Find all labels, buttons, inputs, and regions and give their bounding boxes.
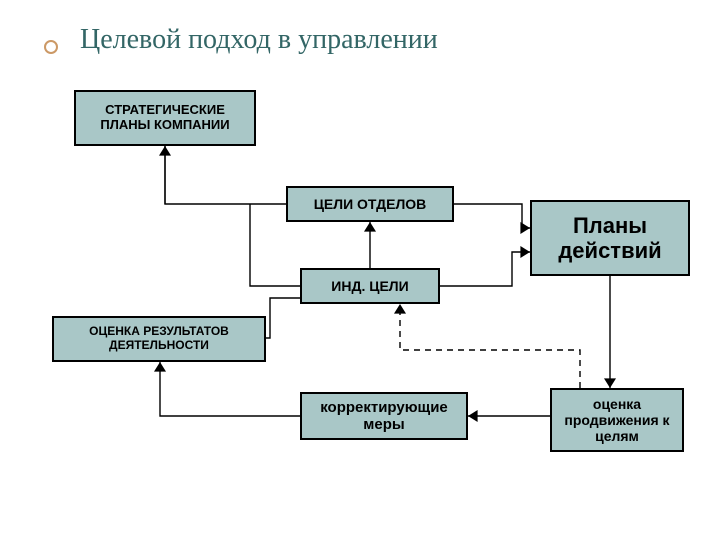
- node-action-plans: Планы действий: [530, 200, 690, 276]
- node-progress-assessment: оценка продвижения к целям: [550, 388, 684, 452]
- title-bullet-icon: [44, 40, 58, 54]
- node-label: ОЦЕНКА РЕЗУЛЬТАТОВ ДЕЯТЕЛЬНОСТИ: [58, 325, 260, 353]
- node-label: корректирующие меры: [306, 399, 462, 434]
- slide-title: Целевой подход в управлении: [80, 24, 438, 56]
- node-label: СТРАТЕГИЧЕСКИЕ ПЛАНЫ КОМПАНИИ: [80, 103, 250, 133]
- node-label: Планы действий: [536, 213, 684, 264]
- node-individual-goals: ИНД. ЦЕЛИ: [300, 268, 440, 304]
- node-label: ИНД. ЦЕЛИ: [331, 278, 408, 294]
- node-corrective-measures: корректирующие меры: [300, 392, 468, 440]
- node-label: оценка продвижения к целям: [556, 396, 678, 444]
- slide-diagram: Целевой подход в управлении СТРАТЕГИЧЕСК…: [0, 0, 720, 540]
- node-strategic-plans: СТРАТЕГИЧЕСКИЕ ПЛАНЫ КОМПАНИИ: [74, 90, 256, 146]
- node-label: ЦЕЛИ ОТДЕЛОВ: [314, 196, 427, 212]
- node-department-goals: ЦЕЛИ ОТДЕЛОВ: [286, 186, 454, 222]
- node-performance-evaluation: ОЦЕНКА РЕЗУЛЬТАТОВ ДЕЯТЕЛЬНОСТИ: [52, 316, 266, 362]
